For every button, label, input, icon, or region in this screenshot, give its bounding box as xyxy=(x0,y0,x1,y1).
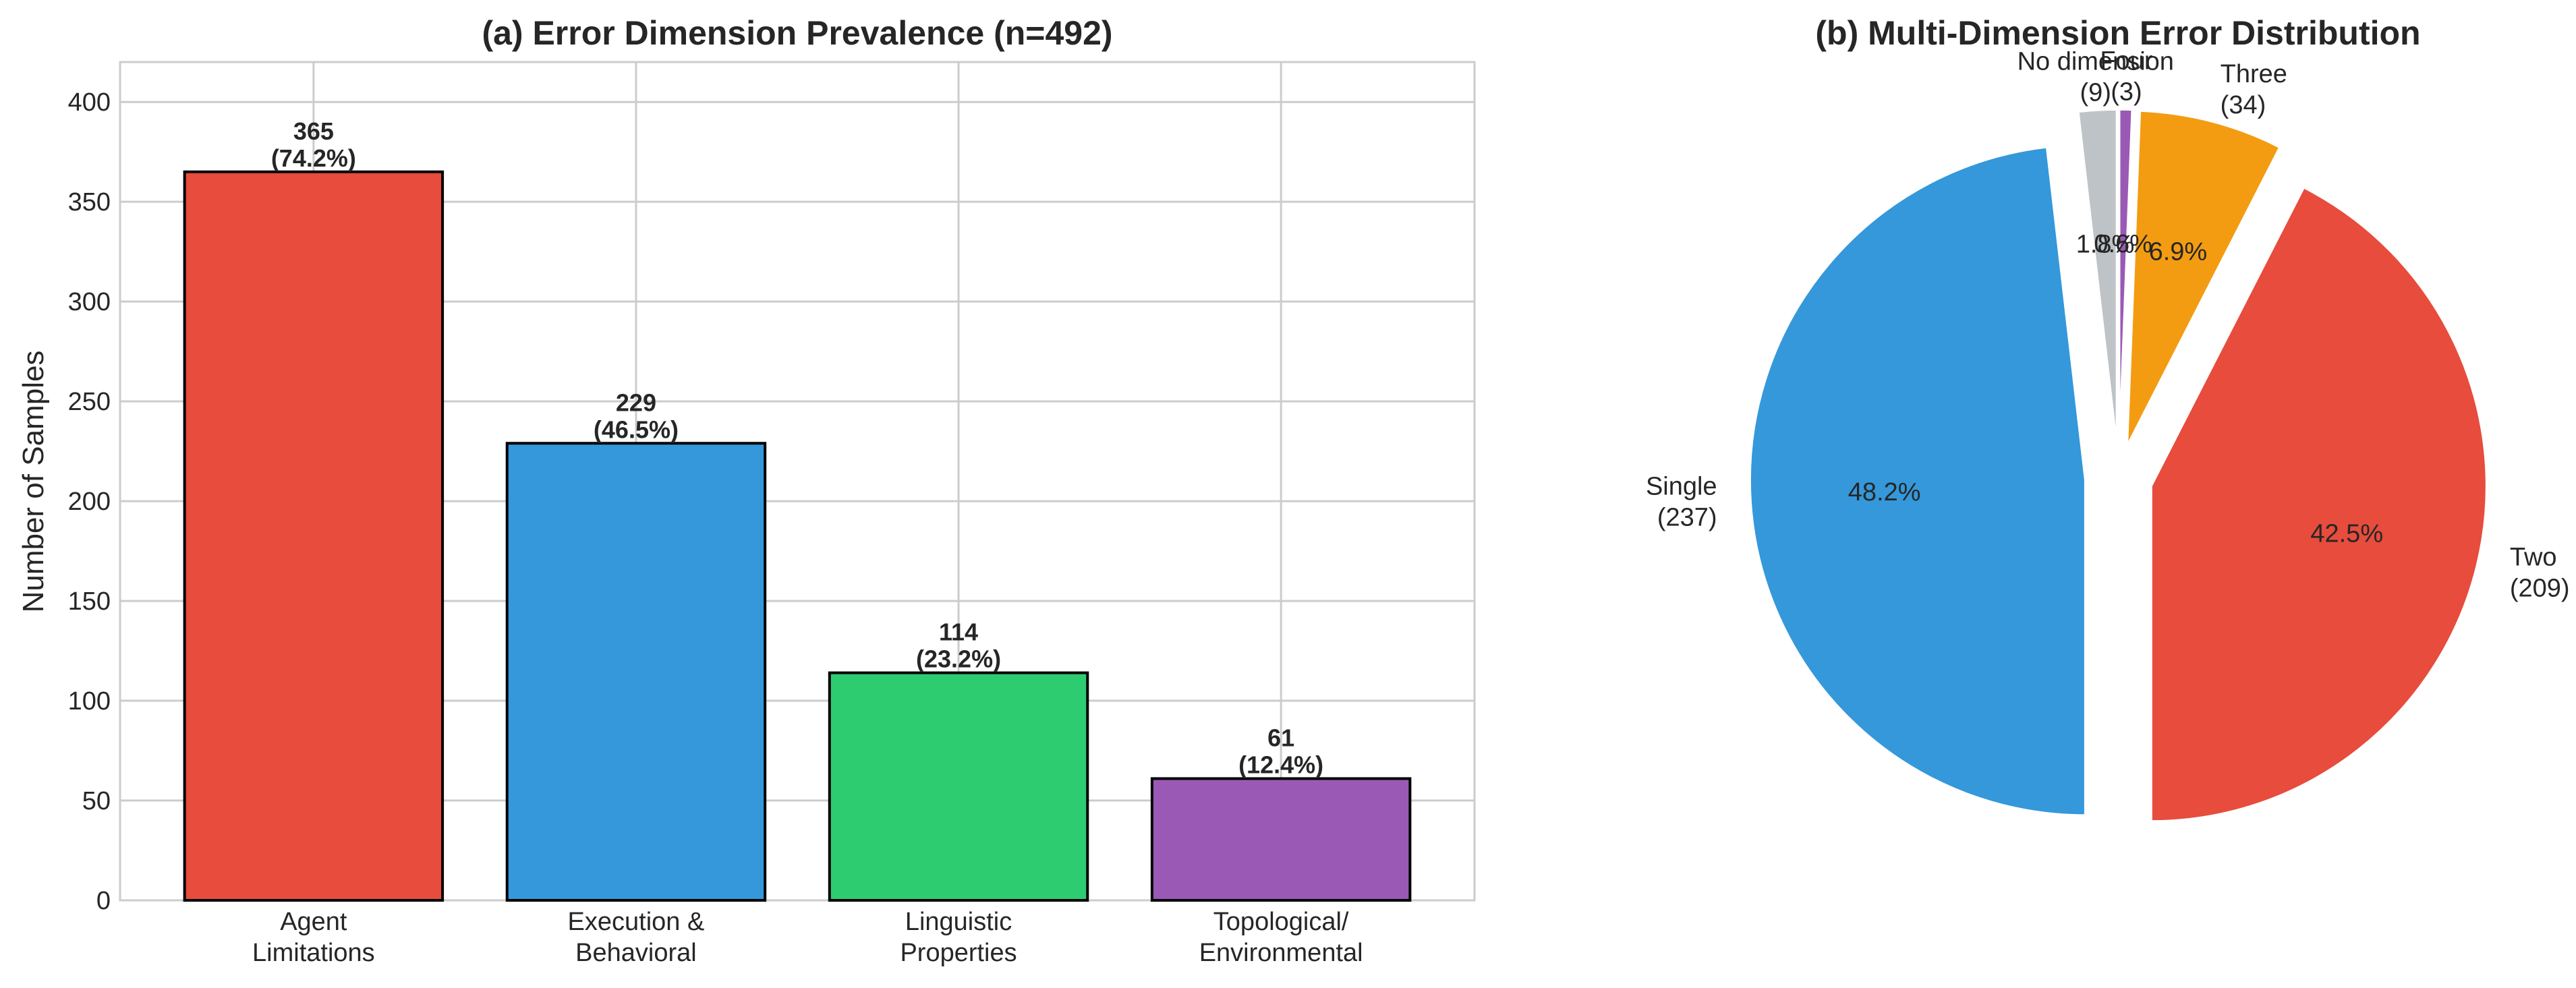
bar-chart-title: (a) Error Dimension Prevalence (n=492) xyxy=(482,14,1112,52)
pie-slice-label: Three (34) xyxy=(2221,60,2287,119)
pie-percent-label: 42.5% xyxy=(2310,519,2383,548)
x-tick-label: Topological/Environmental xyxy=(1199,908,1363,967)
pie-percent-label: 0.6% xyxy=(2094,230,2152,258)
pie-chart: (b) Multi-Dimension Error Distribution 1… xyxy=(1646,14,2570,823)
bar xyxy=(183,170,445,902)
y-tick-label: 100 xyxy=(68,687,111,716)
pie-percent-label: 1.8% xyxy=(2076,231,2135,259)
pie-slice xyxy=(2126,109,2281,446)
bar-data-label: 114 (23.2%) xyxy=(916,618,1001,673)
bar-chart-x-ticks: Agent Limitations Execution & Behavioral Lin… xyxy=(252,908,1363,967)
bar-chart-data-labels: 365 (74.2%) 229 (46.5%) 114 (23.2%) 61 (12.4%) xyxy=(271,117,1323,779)
y-tick-label: 350 xyxy=(68,188,111,216)
pie-slice xyxy=(2150,186,2488,823)
pie-chart-percent-labels: 1.8% 48.2% 42.5% 6.9%0.6% xyxy=(1848,230,2383,548)
y-tick-label: 200 xyxy=(68,488,111,516)
bar xyxy=(505,442,767,902)
y-tick-label: 150 xyxy=(68,587,111,616)
pie-slice-label: Single (237) xyxy=(1646,472,1717,531)
bar-data-label: 229 (46.5%) xyxy=(594,388,679,443)
bar-chart: (a) Error Dimension Prevalence (n=492) 0… xyxy=(17,14,1476,967)
x-tick-label: Agent Limitations xyxy=(252,908,375,967)
pie-percent-label: 48.2% xyxy=(1848,478,1921,506)
x-tick-label: Linguistic Properties xyxy=(900,908,1017,967)
pie-chart-slices xyxy=(1748,108,2488,823)
y-tick-label: 0 xyxy=(96,887,111,915)
pie-slice-label: Two (209) xyxy=(2510,544,2570,603)
bar xyxy=(828,671,1089,902)
pie-slice-label: No dimension (9) xyxy=(2017,48,2174,107)
pie-slice xyxy=(2077,108,2118,445)
bar-chart-frame xyxy=(119,61,1476,902)
pie-slice xyxy=(2118,108,2134,445)
bar-data-label: 61 (12.4%) xyxy=(1238,724,1323,778)
bar-chart-y-ticks: 0 50 100 150 200 250 300 350 400 xyxy=(68,88,111,915)
pie-slice-label: Four (3) xyxy=(2100,47,2152,107)
x-tick-label: Execution & Behavioral xyxy=(568,908,705,967)
bar-chart-y-axis-label: Number of Samples xyxy=(17,351,50,613)
y-tick-label: 300 xyxy=(68,288,111,316)
bar-data-label: 365 (74.2%) xyxy=(271,117,356,172)
bar-chart-bars xyxy=(183,170,1412,902)
pie-chart-slice-labels: No dimension (9) Single (237) Two (209) Three(… xyxy=(1646,47,2570,603)
y-tick-label: 50 xyxy=(82,787,111,815)
y-tick-label: 250 xyxy=(68,388,111,416)
bar xyxy=(1150,777,1412,902)
pie-slice xyxy=(1748,146,2086,817)
y-tick-label: 400 xyxy=(68,88,111,117)
pie-percent-label: 6.9% xyxy=(2149,237,2208,266)
pie-chart-title: (b) Multi-Dimension Error Distribution xyxy=(1815,14,2420,52)
